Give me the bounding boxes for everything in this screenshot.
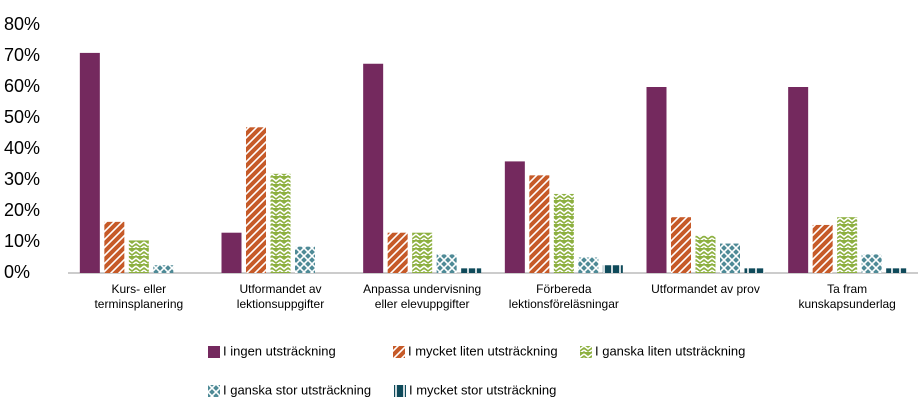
legend-swatch bbox=[394, 385, 406, 397]
bar bbox=[79, 52, 100, 274]
y-tick-label: 70% bbox=[4, 45, 40, 65]
y-tick-label: 40% bbox=[4, 138, 40, 158]
x-tick-label: lektionsuppgifter bbox=[237, 297, 324, 311]
y-tick-label: 10% bbox=[4, 231, 40, 251]
bar bbox=[553, 193, 574, 273]
bar bbox=[363, 63, 384, 273]
bar bbox=[504, 161, 525, 273]
legend-label: I ganska liten utsträckning bbox=[595, 343, 745, 358]
y-tick-label: 60% bbox=[4, 76, 40, 96]
y-tick-label: 0% bbox=[4, 262, 30, 282]
x-tick-label: Förbereda bbox=[536, 282, 592, 296]
y-tick-label: 80% bbox=[4, 14, 40, 34]
bar bbox=[387, 232, 408, 273]
legend-label: I mycket liten utsträckning bbox=[408, 343, 558, 358]
y-tick-label: 20% bbox=[4, 200, 40, 220]
x-tick-label: kunskapsunderlag bbox=[798, 297, 895, 311]
bar bbox=[128, 240, 149, 273]
bar bbox=[461, 268, 482, 273]
bar bbox=[295, 246, 315, 273]
y-tick-label: 50% bbox=[4, 107, 40, 127]
bar bbox=[720, 243, 740, 273]
bar bbox=[246, 127, 266, 273]
legend-swatch bbox=[208, 346, 220, 358]
x-tick-label: Kurs- eller bbox=[111, 282, 166, 296]
bar bbox=[744, 268, 765, 273]
legend-swatch bbox=[580, 346, 592, 358]
x-tick-label: Ta fram bbox=[827, 282, 867, 296]
legend-label: I ganska stor utsträckning bbox=[223, 382, 371, 397]
x-tick-label: Anpassa undervisning bbox=[363, 282, 481, 296]
x-tick-label: terminsplanering bbox=[94, 297, 183, 311]
bar bbox=[837, 217, 858, 273]
bar bbox=[153, 265, 174, 273]
bar bbox=[788, 87, 809, 273]
legend-label: I ingen utsträckning bbox=[223, 343, 336, 358]
bar bbox=[412, 232, 433, 273]
bar bbox=[886, 268, 907, 273]
bar bbox=[221, 232, 242, 273]
x-tick-label: lektionsföreläsningar bbox=[509, 297, 619, 311]
bar bbox=[270, 173, 291, 273]
bar bbox=[529, 175, 550, 273]
bar bbox=[671, 217, 691, 273]
bar bbox=[602, 265, 623, 273]
x-tick-label: Utformandet av bbox=[239, 282, 321, 296]
bar bbox=[646, 87, 667, 273]
x-tick-label: eller elevuppgifter bbox=[375, 297, 470, 311]
bar bbox=[861, 254, 882, 273]
legend-label: I mycket stor utsträckning bbox=[409, 382, 556, 397]
bar bbox=[104, 221, 125, 273]
bar bbox=[436, 254, 457, 273]
y-tick-label: 30% bbox=[4, 169, 40, 189]
x-tick-label: Utformandet av prov bbox=[651, 282, 760, 296]
legend-swatch bbox=[393, 346, 405, 358]
bar bbox=[812, 224, 833, 273]
legend-swatch bbox=[208, 385, 220, 397]
bar bbox=[695, 235, 716, 273]
bar bbox=[578, 257, 599, 273]
